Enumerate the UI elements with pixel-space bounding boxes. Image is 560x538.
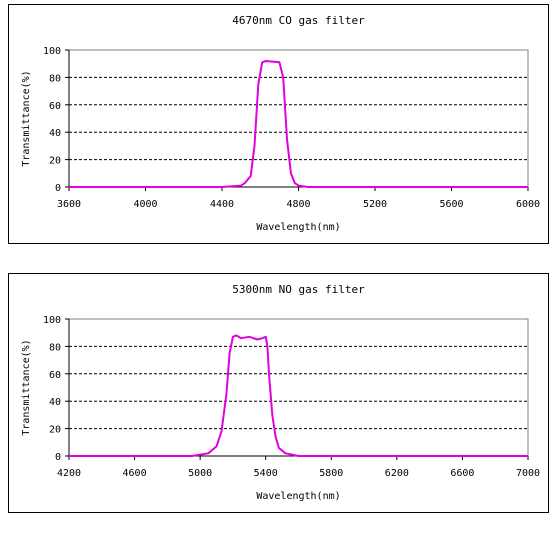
y-tick-label: 80 (49, 342, 61, 353)
x-tick-label: 5000 (188, 468, 212, 479)
x-tick-label: 6000 (516, 199, 540, 210)
y-tick-label: 100 (43, 315, 61, 326)
y-axis-label: Transmittance(%) (21, 339, 32, 435)
chart-title: 5300nm NO gas filter (232, 283, 365, 296)
y-tick-label: 60 (49, 370, 61, 381)
x-axis-label: Wavelength(nm) (256, 491, 340, 502)
y-tick-label: 20 (49, 156, 61, 167)
series-line (69, 60, 528, 188)
x-tick-label: 4400 (210, 199, 234, 210)
y-tick-label: 60 (49, 101, 61, 112)
x-tick-label: 7000 (516, 468, 540, 479)
x-tick-label: 3600 (57, 199, 81, 210)
y-tick-label: 40 (49, 397, 61, 408)
y-tick-label: 0 (55, 452, 61, 463)
x-tick-label: 6200 (385, 468, 409, 479)
chart-panel-no: 5300nm NO gas filter 0 20 40 60 80 100 4200 4600… (8, 273, 549, 513)
plot-area (68, 49, 529, 188)
x-tick-label: 5800 (319, 468, 343, 479)
chart-title: 4670nm CO gas filter (232, 14, 365, 27)
y-tick-label: 80 (49, 73, 61, 84)
y-tick-label: 100 (43, 46, 61, 57)
chart-co: 4670nm CO gas filter 0 20 40 60 80 100 3600 4000… (21, 14, 540, 233)
x-tick-label: 5400 (254, 468, 278, 479)
x-tick-label: 4000 (133, 199, 157, 210)
chart-panel-co: 4670nm CO gas filter 0 20 40 60 80 100 3600 4000… (8, 4, 549, 244)
chart-no: 5300nm NO gas filter 0 20 40 60 80 100 4200 4600… (21, 283, 540, 502)
y-tick-label: 20 (49, 425, 61, 436)
x-tick-label: 4600 (123, 468, 147, 479)
x-tick-label: 6600 (450, 468, 474, 479)
y-axis-label: Transmittance(%) (21, 70, 32, 166)
x-tick-label: 4800 (286, 199, 310, 210)
x-tick-label: 4200 (57, 468, 81, 479)
x-tick-label: 5200 (363, 199, 387, 210)
x-tick-label: 5600 (439, 199, 463, 210)
plot-area (68, 318, 529, 457)
x-axis-label: Wavelength(nm) (256, 222, 340, 233)
series-line (69, 334, 528, 457)
y-tick-label: 40 (49, 128, 61, 139)
y-tick-label: 0 (55, 183, 61, 194)
